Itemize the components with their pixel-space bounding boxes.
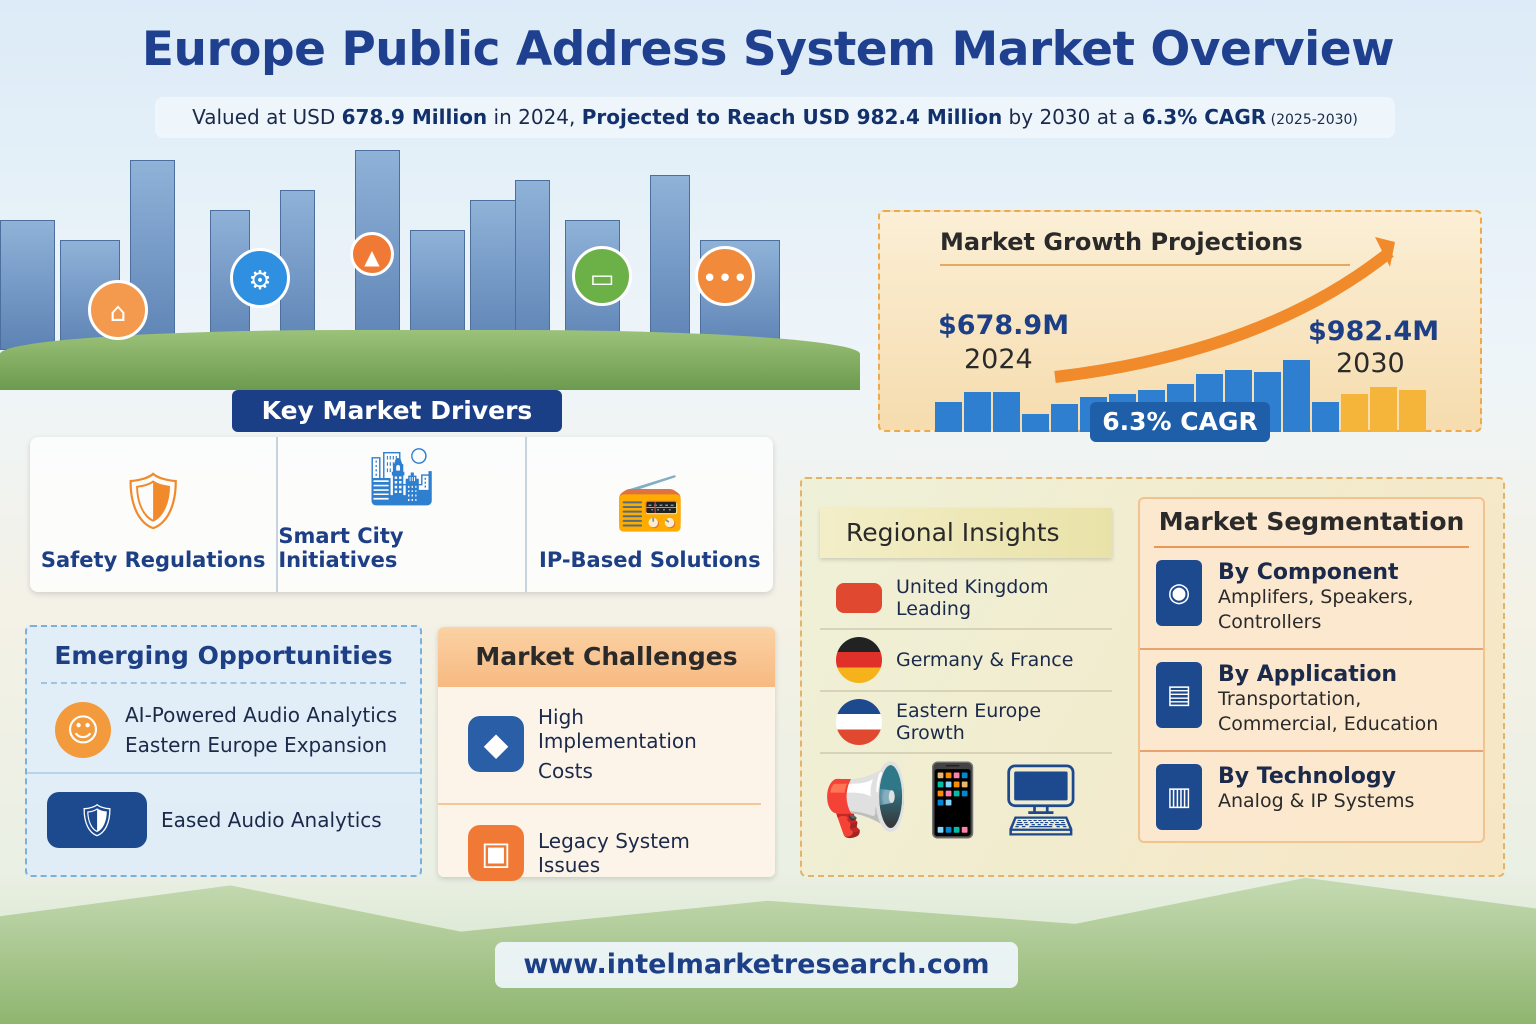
city-skyline-illustration: ⌂ ⚙ ▲ ▭ •••: [0, 150, 860, 390]
segmentation-title: Market Segmentation: [1154, 499, 1469, 548]
segment-desc: Analog & IP Systems: [1218, 790, 1415, 812]
region-label: United Kingdom Leading: [896, 576, 1049, 620]
subtitle-cagr: 6.3% CAGR: [1141, 105, 1267, 129]
market-segmentation-panel: Market Segmentation ◉ By Component Amplife…: [1138, 497, 1485, 843]
subtitle-banner: Valued at USD 678.9 Million in 2024, Pro…: [155, 97, 1395, 138]
megaphone-devices-illustration: 📢📱🖥: [822, 759, 1086, 841]
subtitle-value-2030: Projected to Reach USD 982.4 Million: [581, 105, 1003, 129]
subtitle-text: in 2024,: [487, 105, 582, 129]
shield-icon: 🛡: [117, 469, 189, 534]
bag-icon: ▤: [1156, 662, 1202, 728]
decorative-bar: [1312, 402, 1339, 432]
monitor-icon: ▥: [1156, 764, 1202, 830]
driver-smart-city: 🏙 Smart City Initiatives: [278, 437, 527, 592]
challenge-text: Legacy System Issues: [538, 829, 690, 877]
ai-head-icon: ☺: [55, 702, 111, 758]
challenge-text: Costs: [538, 759, 593, 783]
city-icon: 🏙: [365, 445, 438, 510]
region-item: Germany & France: [820, 630, 1112, 692]
decorative-bar: [1399, 390, 1426, 432]
cagr-badge: 6.3% CAGR: [1090, 402, 1270, 442]
challenge-item: ◆ High Implementation Costs: [438, 687, 761, 805]
opportunity-text: Eased Audio Analytics: [161, 808, 382, 832]
decorative-bar: [993, 392, 1020, 432]
segment-title: By Technology: [1218, 764, 1396, 789]
document-icon: ▭: [572, 246, 632, 306]
challenge-item: ▣ Legacy System Issues: [438, 805, 775, 901]
regional-insights-title: Regional Insights: [820, 508, 1112, 558]
growth-projections-panel: Market Growth Projections $678.9M 2024 $…: [878, 210, 1482, 442]
decorative-bar: [1283, 360, 1310, 432]
cost-hexagon-icon: ◆: [468, 716, 524, 772]
emerging-opportunities-panel: Emerging Opportunities ☺ AI-Powered Audi…: [25, 625, 422, 877]
region-label: Germany & France: [896, 649, 1074, 671]
gear-icon: ⚙: [230, 248, 290, 308]
segment-title: By Component: [1218, 560, 1399, 585]
end-year: 2030: [1336, 348, 1405, 379]
driver-label: Smart City Initiatives: [278, 524, 404, 572]
segment-component: ◉ By Component Amplifers, Speakers, Contro…: [1140, 548, 1483, 650]
subtitle-value-2024: 678.9 Million: [341, 105, 488, 129]
network-device-icon: 📻: [614, 469, 685, 534]
market-challenges-panel: Market Challenges ◆ High Implementation C…: [438, 627, 775, 881]
warning-icon: ▲: [350, 232, 394, 276]
legacy-box-icon: ▣: [468, 825, 524, 881]
decorative-bar: [1341, 394, 1368, 432]
subtitle-period: (2025-2030): [1266, 112, 1358, 128]
region-item: Eastern Europe Growth: [820, 692, 1112, 754]
opportunity-item: 🛡 Eased Audio Analytics: [27, 774, 420, 866]
security-device-icon: 🛡: [47, 792, 147, 848]
driver-label: IP-Based Solutions: [539, 548, 761, 572]
arrow-head: [1375, 237, 1395, 267]
chat-icon: •••: [695, 246, 755, 306]
driver-ip-based: 📻 IP-Based Solutions: [527, 437, 773, 592]
home-alert-icon: ⌂: [88, 280, 148, 340]
website-link[interactable]: www.intelmarketresearch.com: [495, 942, 1018, 988]
segment-desc: Transportation, Commercial, Education: [1218, 688, 1439, 735]
page-title: Europe Public Address System Market Over…: [141, 22, 1395, 77]
opportunity-item: ☺ AI-Powered Audio Analytics Eastern Euro…: [27, 684, 420, 774]
segment-technology: ▥ By Technology Analog & IP Systems: [1140, 752, 1483, 854]
challenges-title: Market Challenges: [438, 627, 775, 687]
start-year: 2024: [964, 344, 1033, 375]
uk-icon: [836, 583, 882, 613]
region-label: Eastern Europe Growth: [896, 700, 1042, 744]
subtitle-text: by 2030 at a: [1002, 105, 1142, 129]
opportunity-text: Eastern Europe Expansion: [125, 733, 388, 757]
driver-label: Safety Regulations: [40, 548, 266, 572]
decorative-bar: [1022, 414, 1049, 432]
opportunity-text: AI-Powered Audio Analytics: [125, 703, 398, 727]
driver-safety-regulations: 🛡 Safety Regulations: [30, 437, 279, 592]
germany-flag-icon: [836, 637, 882, 683]
challenge-text: High Implementation: [538, 705, 697, 753]
segment-application: ▤ By Application Transportation, Commercia…: [1140, 650, 1483, 752]
opportunities-title: Emerging Opportunities: [41, 627, 406, 684]
segment-title: By Application: [1218, 662, 1398, 687]
segment-desc: Amplifers, Speakers, Controllers: [1218, 586, 1414, 633]
key-drivers-label: Key Market Drivers: [232, 390, 562, 432]
subtitle-text: Valued at USD: [192, 105, 342, 129]
growth-arrow: [1054, 247, 1394, 383]
decorative-bar: [1051, 404, 1078, 432]
decorative-bar: [964, 392, 991, 432]
growth-title: Market Growth Projections: [940, 228, 1350, 266]
start-value: $678.9M: [938, 310, 1070, 341]
region-item: United Kingdom Leading: [820, 568, 1112, 630]
speaker-device-icon: ◉: [1156, 560, 1202, 626]
decorative-bar: [935, 402, 962, 432]
end-value: $982.4M: [1308, 316, 1440, 347]
key-drivers-panel: 🛡 Safety Regulations 🏙 Smart City Initiati…: [30, 437, 773, 592]
eastern-europe-flag-icon: [836, 699, 882, 745]
decorative-bar: [1370, 387, 1397, 432]
